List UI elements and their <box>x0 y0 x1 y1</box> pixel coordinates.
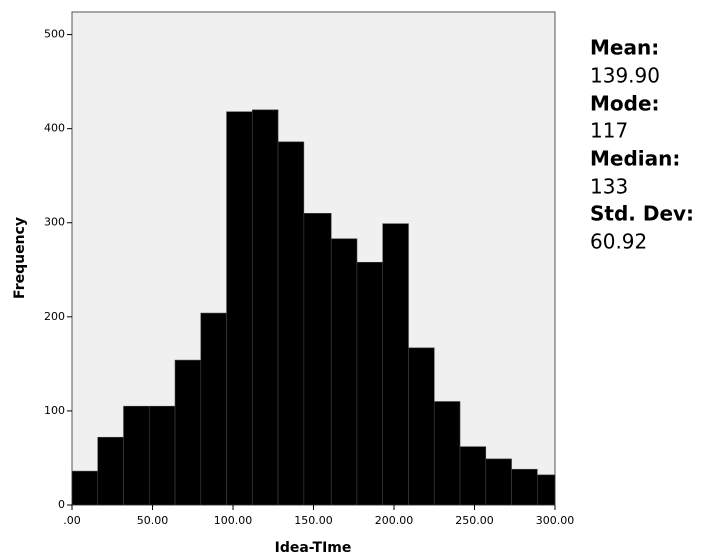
bar <box>536 474 556 506</box>
x-tick-label: 150.00 <box>294 514 333 527</box>
bar <box>252 109 279 506</box>
bar <box>148 405 176 506</box>
x-tick-label: 100.00 <box>214 514 253 527</box>
stat-value: 139.90 <box>590 64 660 88</box>
bar <box>511 468 538 506</box>
y-tick-label: 0 <box>58 498 65 511</box>
x-tick-label: 250.00 <box>455 514 494 527</box>
bar <box>356 261 384 506</box>
bar <box>123 405 150 506</box>
x-tick-label: 200.00 <box>375 514 414 527</box>
y-tick-label: 200 <box>44 310 65 323</box>
stat-value: 60.92 <box>590 230 647 254</box>
bar <box>459 446 487 506</box>
bar <box>174 359 202 506</box>
y-tick-label: 300 <box>44 216 65 229</box>
bar <box>433 401 461 506</box>
bar <box>71 470 99 506</box>
bar <box>408 347 435 506</box>
bar <box>97 436 124 506</box>
stat-label: Median: <box>590 147 680 171</box>
bar <box>382 223 409 506</box>
stat-value: 133 <box>590 175 628 199</box>
y-axis-label: Frequency <box>12 217 28 299</box>
x-tick-label: .00 <box>63 514 81 527</box>
bar <box>330 238 358 506</box>
bar <box>277 141 305 506</box>
y-tick-label: 500 <box>44 28 65 41</box>
stat-label: Mean: <box>590 36 659 60</box>
x-tick-label: 50.00 <box>137 514 169 527</box>
bar <box>303 213 332 506</box>
stat-label: Mode: <box>590 92 660 116</box>
x-axis-label: Idea-TIme <box>275 540 352 556</box>
bar <box>485 458 512 506</box>
x-tick-label: 300.00 <box>536 514 575 527</box>
y-tick-label: 100 <box>44 404 65 417</box>
stat-value: 117 <box>590 119 628 143</box>
y-tick-label: 400 <box>44 122 65 135</box>
stat-label: Std. Dev: <box>590 202 694 226</box>
bar <box>200 312 227 506</box>
bar <box>226 111 253 506</box>
